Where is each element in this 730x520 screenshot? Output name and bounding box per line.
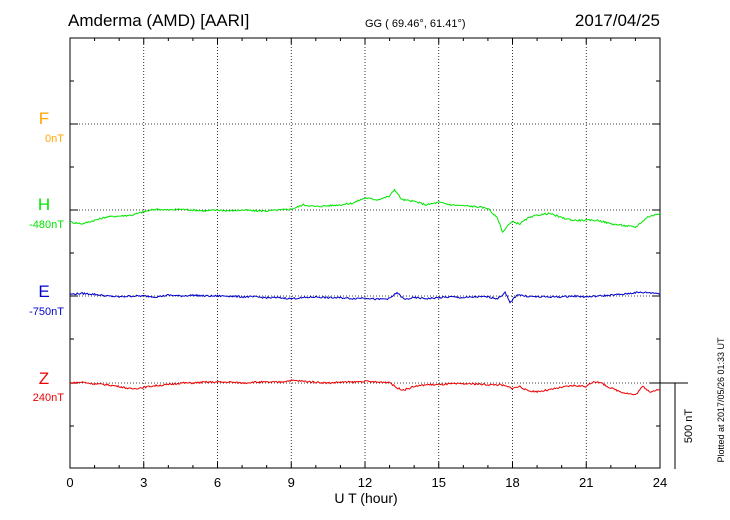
x-tick-label: 9 xyxy=(288,475,295,490)
x-tick-label: 21 xyxy=(579,475,593,490)
x-tick-label: 6 xyxy=(214,475,221,490)
plot-date: 2017/04/25 xyxy=(575,11,660,30)
x-tick-label: 12 xyxy=(358,475,372,490)
plotted-at-note: Plotted at 2017/05/26 01:33 UT xyxy=(716,337,726,463)
baseline-label-F: 0nT xyxy=(45,133,64,145)
x-tick-label: 15 xyxy=(432,475,446,490)
series-line-Z xyxy=(69,379,661,396)
x-axis-label: U T (hour) xyxy=(334,490,397,506)
series-layer xyxy=(69,188,661,396)
channel-label-E: E xyxy=(38,282,49,301)
x-tick-label: 24 xyxy=(653,475,667,490)
x-axis-ticks: 0 3 6 9 12 15 18 21 24 xyxy=(66,38,667,490)
x-tick-label: 18 xyxy=(505,475,519,490)
baseline-label-H: -480nT xyxy=(29,219,64,231)
baseline-label-Z: 240nT xyxy=(33,392,64,404)
channel-label-F: F xyxy=(39,109,49,128)
series-line-H xyxy=(69,188,661,234)
geo-coordinates: GG ( 69.46°, 61.41°) xyxy=(365,18,466,30)
grid xyxy=(70,38,660,468)
station-title: Amderma (AMD) [AARI] xyxy=(68,11,249,30)
plot-frame xyxy=(69,37,661,469)
x-tick-label: 3 xyxy=(140,475,147,490)
series-line-E xyxy=(69,291,661,304)
channel-label-H: H xyxy=(38,195,50,214)
scale-bar-label: 500 nT xyxy=(683,409,695,444)
x-tick-label: 0 xyxy=(66,475,73,490)
baseline-label-E: -750nT xyxy=(29,306,64,318)
channel-label-Z: Z xyxy=(39,369,49,388)
